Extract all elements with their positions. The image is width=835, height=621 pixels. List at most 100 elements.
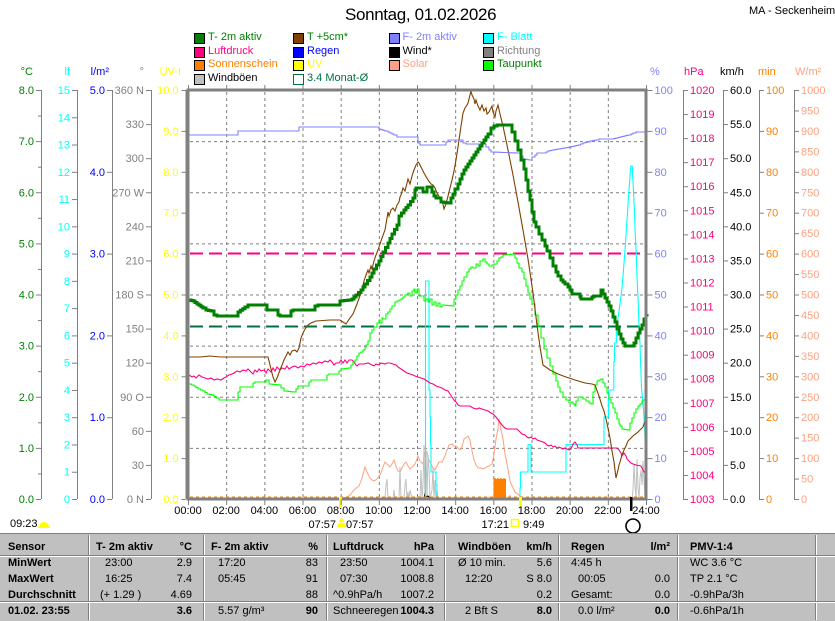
svg-text:70: 70 [655,208,667,220]
svg-text:40: 40 [766,330,778,342]
svg-text:850: 850 [801,146,819,158]
svg-text:1019: 1019 [690,109,714,121]
svg-text:30.0: 30.0 [730,290,751,302]
svg-text:1011: 1011 [690,302,714,314]
svg-text:100: 100 [801,453,819,465]
svg-text:700: 700 [801,208,819,220]
svg-text:50: 50 [766,290,778,302]
svg-text:4.0: 4.0 [19,290,34,302]
svg-text:0: 0 [766,494,772,506]
svg-text:09:23: 09:23 [10,518,38,530]
svg-text:1003: 1003 [690,494,714,506]
svg-text:30: 30 [132,460,144,472]
svg-text:1018: 1018 [690,133,714,145]
svg-text:5.0: 5.0 [730,460,745,472]
svg-text:3.0: 3.0 [19,341,34,353]
svg-text:10: 10 [655,453,667,465]
svg-text:100: 100 [655,85,673,97]
svg-text:20.0: 20.0 [730,358,751,370]
svg-text:40.0: 40.0 [730,221,751,233]
svg-text:180 S: 180 S [115,290,144,302]
svg-text:15.0: 15.0 [730,392,751,404]
svg-text:07:57: 07:57 [346,519,374,531]
svg-text:8.0: 8.0 [19,85,34,97]
svg-text:1009: 1009 [690,350,714,362]
svg-text:10:00: 10:00 [365,505,393,517]
svg-text:1020: 1020 [690,85,714,97]
svg-text:1.0: 1.0 [163,453,178,465]
svg-text:150: 150 [801,433,819,445]
svg-text:400: 400 [801,330,819,342]
svg-text:17:21: 17:21 [481,519,509,531]
svg-text:3.0: 3.0 [90,249,105,261]
svg-text:45.0: 45.0 [730,187,751,199]
svg-text:70: 70 [766,208,778,220]
svg-text:0: 0 [64,494,70,506]
svg-text:55.0: 55.0 [730,119,751,131]
svg-text:6.0: 6.0 [19,187,34,199]
svg-text:5.0: 5.0 [90,85,105,97]
svg-text:4.0: 4.0 [90,167,105,179]
svg-text:1.0: 1.0 [19,443,34,455]
svg-text:24:00: 24:00 [632,505,660,517]
svg-text:60: 60 [655,249,667,261]
svg-text:2.0: 2.0 [163,412,178,424]
svg-text:1015: 1015 [690,205,714,217]
svg-text:90: 90 [766,126,778,138]
svg-text:1005: 1005 [690,446,714,458]
svg-text:80: 80 [766,167,778,179]
svg-text:0: 0 [801,494,807,506]
svg-text:9:49: 9:49 [523,519,544,531]
svg-text:°: ° [140,66,144,78]
svg-text:90: 90 [655,126,667,138]
svg-text:04:00: 04:00 [251,505,279,517]
svg-text:08:00: 08:00 [327,505,355,517]
svg-text:800: 800 [801,167,819,179]
svg-text:7: 7 [64,303,70,315]
svg-text:13: 13 [58,140,70,152]
svg-text:min: min [758,66,776,78]
svg-text:1014: 1014 [690,229,714,241]
svg-text:50.0: 50.0 [730,153,751,165]
svg-text:1008: 1008 [690,374,714,386]
svg-text:1016: 1016 [690,181,714,193]
svg-text:100: 100 [766,85,784,97]
svg-text:50: 50 [801,474,813,486]
svg-text:W/m²: W/m² [795,66,822,78]
svg-text:18:00: 18:00 [518,505,546,517]
svg-text:0.0: 0.0 [730,494,745,506]
svg-text:5: 5 [64,358,70,370]
svg-text:7.0: 7.0 [163,208,178,220]
svg-text:1004: 1004 [690,470,714,482]
svg-text:2.0: 2.0 [19,392,34,404]
svg-text:10.0: 10.0 [730,426,751,438]
svg-text:270 W: 270 W [112,187,144,199]
svg-text:4: 4 [64,385,70,397]
svg-text:02:00: 02:00 [212,505,240,517]
svg-text:30: 30 [655,371,667,383]
svg-text:750: 750 [801,187,819,199]
svg-text:14: 14 [58,112,70,124]
svg-text:240: 240 [126,221,144,233]
svg-text:00:00: 00:00 [174,505,202,517]
svg-text:11: 11 [59,194,70,206]
svg-text:5.0: 5.0 [19,238,34,250]
svg-text:550: 550 [801,269,819,281]
svg-text:300: 300 [126,153,144,165]
svg-text:200: 200 [801,412,819,424]
svg-text:10.0: 10.0 [157,85,178,97]
svg-text:1007: 1007 [690,398,714,410]
svg-text:360 N: 360 N [115,85,144,97]
svg-text:120: 120 [126,358,144,370]
svg-text:8: 8 [64,276,70,288]
svg-text:1012: 1012 [690,277,714,289]
svg-text:1006: 1006 [690,422,714,434]
svg-text:7.0: 7.0 [19,136,34,148]
svg-text:50: 50 [655,290,667,302]
svg-text:15: 15 [58,85,70,97]
svg-text:10: 10 [766,453,778,465]
svg-text:°C: °C [21,66,33,78]
svg-text:1017: 1017 [690,157,714,169]
svg-text:9: 9 [64,249,70,261]
svg-text:12:00: 12:00 [403,505,431,517]
